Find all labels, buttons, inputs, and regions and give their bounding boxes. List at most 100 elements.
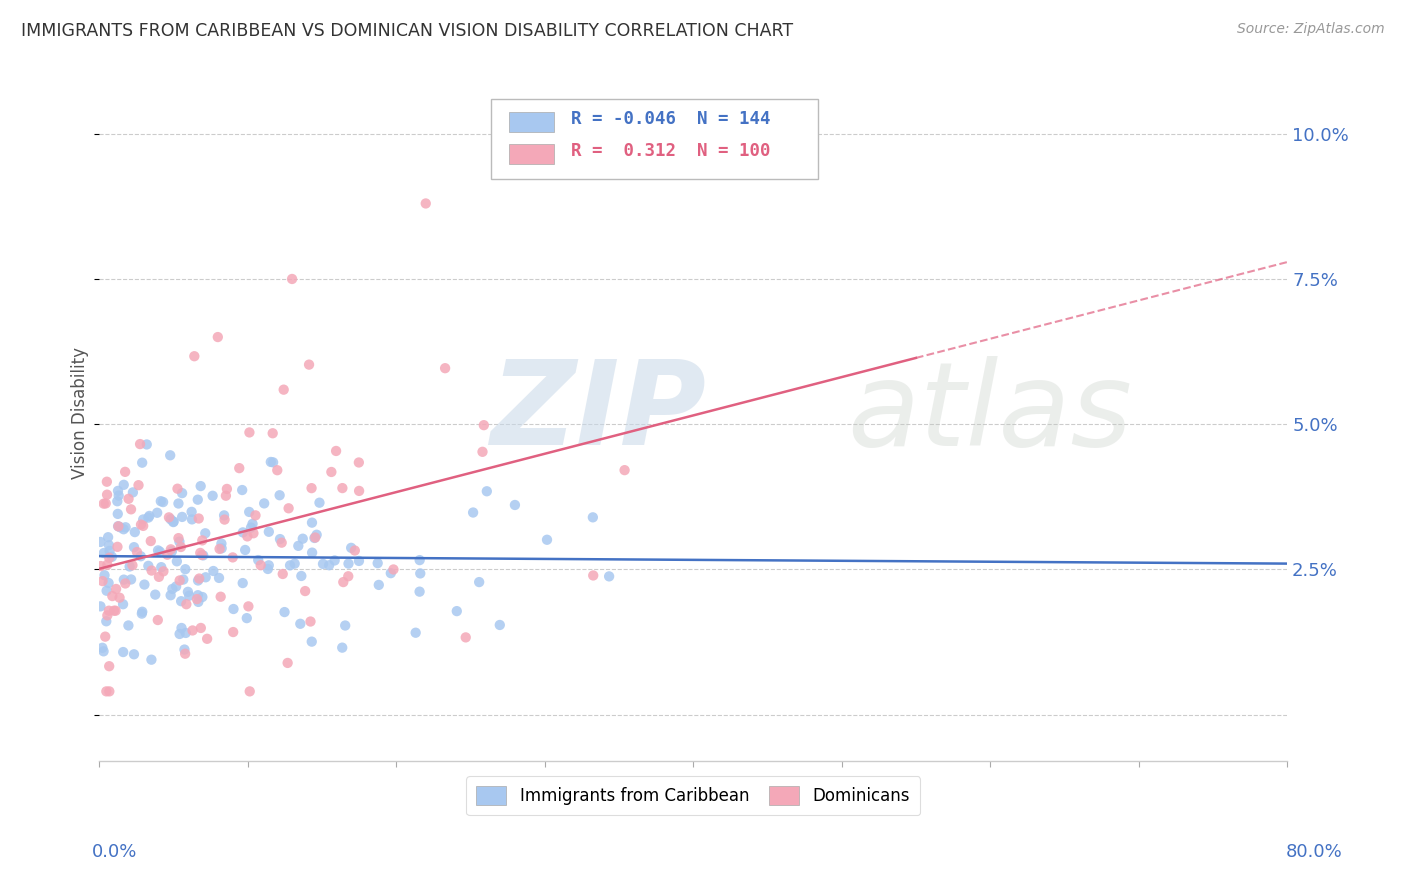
Point [112, 478, 135, 492]
Point [181, 512, 204, 526]
Point [167, 496, 190, 510]
Point [461, 506, 484, 520]
Point [211, 541, 233, 556]
Point [347, 483, 370, 498]
Point [169, 574, 191, 588]
Point [132, 519, 155, 533]
Point [262, 455, 284, 469]
Point [172, 486, 194, 500]
Text: R = -0.046  N = 144: R = -0.046 N = 144 [571, 110, 770, 128]
Point [468, 575, 491, 590]
Point [91, 640, 114, 655]
Point [301, 546, 323, 560]
Point [202, 564, 225, 578]
Point [472, 418, 495, 433]
Point [93, 546, 115, 560]
Point [157, 510, 180, 524]
Point [208, 541, 231, 556]
Point [125, 545, 148, 559]
Point [434, 361, 457, 376]
Point [301, 481, 323, 495]
Point [347, 455, 370, 469]
Point [298, 358, 321, 372]
Point [367, 556, 389, 570]
Point [215, 482, 238, 496]
Point [228, 461, 250, 475]
Point [138, 558, 160, 573]
Point [257, 524, 280, 539]
Point [273, 605, 295, 619]
Point [162, 582, 184, 596]
Point [141, 564, 163, 578]
Point [105, 494, 128, 508]
Point [332, 481, 354, 495]
Point [488, 618, 510, 632]
Point [180, 505, 202, 519]
Point [181, 624, 204, 638]
Point [382, 562, 405, 576]
Point [166, 554, 188, 568]
Point [131, 607, 153, 621]
Point [187, 511, 209, 525]
Point [249, 558, 271, 573]
Point [277, 656, 299, 670]
Point [536, 533, 558, 547]
Point [191, 533, 214, 548]
Point [301, 516, 323, 530]
Point [312, 557, 335, 571]
Point [134, 577, 156, 591]
Point [110, 520, 132, 534]
Point [97, 604, 120, 618]
Point [112, 573, 135, 587]
Point [173, 642, 195, 657]
Point [195, 632, 218, 646]
Point [149, 494, 172, 508]
Point [187, 492, 209, 507]
Point [96, 684, 118, 698]
Point [232, 525, 254, 540]
Point [107, 483, 129, 498]
Point [128, 478, 150, 492]
Point [287, 539, 309, 553]
Point [159, 512, 181, 526]
Point [304, 531, 326, 545]
Point [188, 572, 211, 586]
Point [257, 562, 280, 576]
Point [236, 611, 259, 625]
Point [238, 425, 260, 440]
Point [503, 498, 526, 512]
Point [209, 590, 232, 604]
FancyBboxPatch shape [509, 145, 554, 164]
Point [91, 574, 114, 588]
Point [120, 573, 142, 587]
Point [176, 597, 198, 611]
Point [93, 644, 115, 658]
Point [122, 648, 145, 662]
Point [107, 489, 129, 503]
Point [174, 626, 197, 640]
Point [138, 510, 160, 524]
Point [112, 645, 135, 659]
Point [146, 543, 169, 558]
Point [96, 558, 118, 572]
Point [93, 568, 115, 582]
Point [613, 463, 636, 477]
Point [117, 618, 139, 632]
Point [281, 272, 304, 286]
Point [598, 569, 620, 583]
Text: 80.0%: 80.0% [1286, 843, 1343, 861]
Point [183, 349, 205, 363]
Point [340, 541, 363, 555]
Point [124, 525, 146, 540]
Point [380, 566, 402, 581]
Point [245, 508, 267, 523]
Point [214, 512, 236, 526]
Point [169, 627, 191, 641]
Point [308, 496, 330, 510]
Point [212, 508, 235, 523]
Point [150, 560, 173, 574]
Point [277, 501, 299, 516]
Point [271, 566, 294, 581]
Point [114, 465, 136, 479]
Point [188, 546, 211, 560]
